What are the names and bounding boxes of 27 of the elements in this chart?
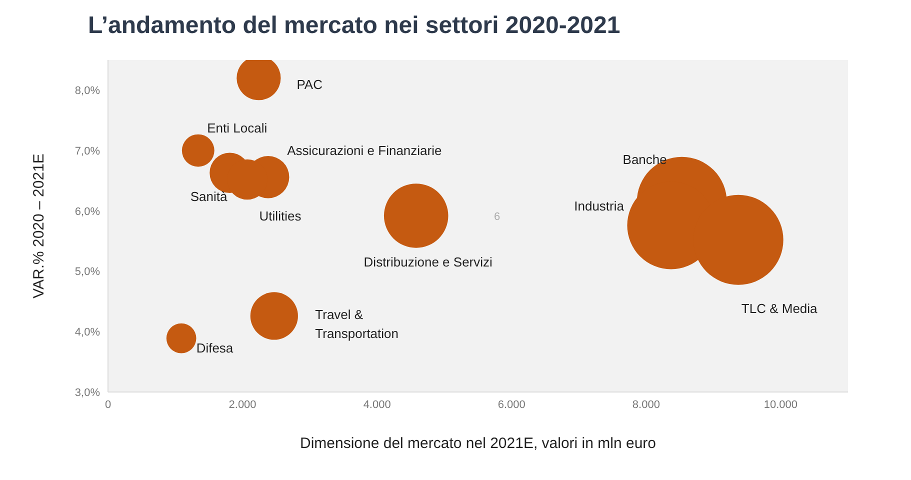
y-axis-title: VAR.% 2020 – 2021E — [30, 154, 48, 298]
y-tick-label: 6,0% — [74, 206, 100, 218]
x-tick-label: 2.000 — [228, 398, 256, 411]
series-label: Assicurazioni e Finanziarie — [287, 143, 442, 158]
series-label: Sanità — [190, 188, 228, 204]
x-tick-label: 4.000 — [363, 398, 391, 411]
series-label: Banche — [622, 152, 667, 167]
x-tick-label: 6.000 — [498, 398, 526, 411]
y-tick-label: 5,0% — [74, 266, 100, 278]
y-tick-label: 8,0% — [74, 85, 100, 98]
x-tick-label: 10.000 — [764, 398, 798, 411]
chart-title: L’andamento del mercato nei settori 2020-2021 — [88, 12, 620, 40]
y-tick-label: 4,0% — [74, 326, 100, 339]
series-label: Difesa — [196, 340, 234, 356]
series-label: Industria — [574, 198, 625, 214]
series-label: Travel & Transportation — [315, 306, 399, 341]
x-tick-label: 0 — [104, 398, 112, 411]
series-label: Utilities — [259, 208, 302, 224]
x-tick-label: 8.000 — [632, 398, 660, 411]
series-label: Enti Locali — [207, 120, 268, 136]
x-axis-title: Dimensione del mercato nel 2021E, valori in mln euro — [300, 435, 656, 452]
series-label: PAC — [296, 77, 322, 92]
y-tick-label: 3,0% — [74, 386, 100, 399]
y-tick-label: 7,0% — [74, 145, 100, 158]
series-label: TLC & Media — [741, 300, 818, 316]
annotation: 6 — [494, 211, 500, 223]
series-label: Distribuzione e Servizi — [364, 254, 493, 270]
